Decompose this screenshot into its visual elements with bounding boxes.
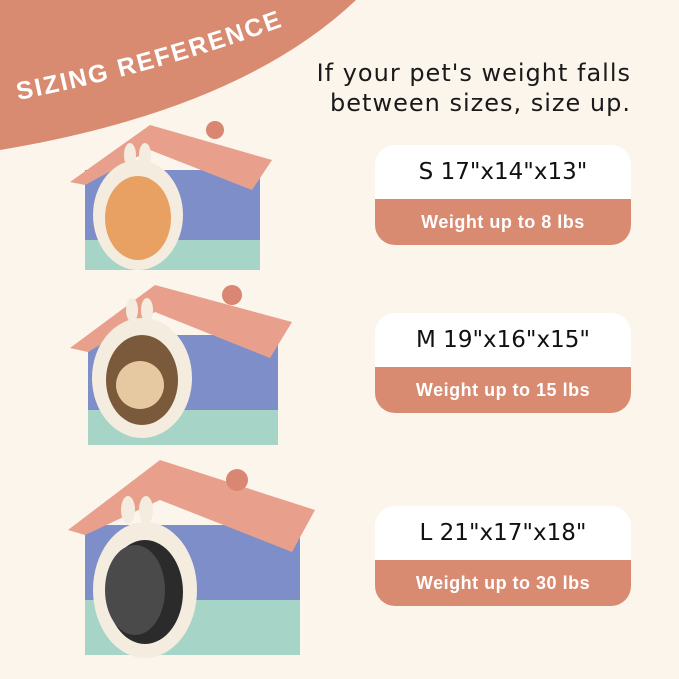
size-dimensions: S 17"x14"x13" xyxy=(418,159,588,185)
pet-house-medium-image xyxy=(70,285,292,445)
size-dimensions: L 21"x17"x18" xyxy=(419,520,587,546)
size-card-small: S 17"x14"x13" Weight up to 8 lbs xyxy=(375,145,631,245)
size-weight: Weight up to 8 lbs xyxy=(375,199,631,245)
pet-house-small-image xyxy=(70,121,272,270)
size-weight: Weight up to 30 lbs xyxy=(375,560,631,606)
size-card-large: L 21"x17"x18" Weight up to 30 lbs xyxy=(375,506,631,606)
pet-house-large-image xyxy=(68,460,315,658)
size-card-medium: M 19"x16"x15" Weight up to 15 lbs xyxy=(375,313,631,413)
size-weight: Weight up to 15 lbs xyxy=(375,367,631,413)
size-dimensions: M 19"x16"x15" xyxy=(416,327,590,353)
sizing-tip-line1: If your pet's weight falls xyxy=(316,59,631,87)
banner-shape xyxy=(0,0,356,150)
sizing-tip: If your pet's weight falls between sizes… xyxy=(317,58,631,118)
sizing-tip-line2: between sizes, size up. xyxy=(330,89,631,117)
